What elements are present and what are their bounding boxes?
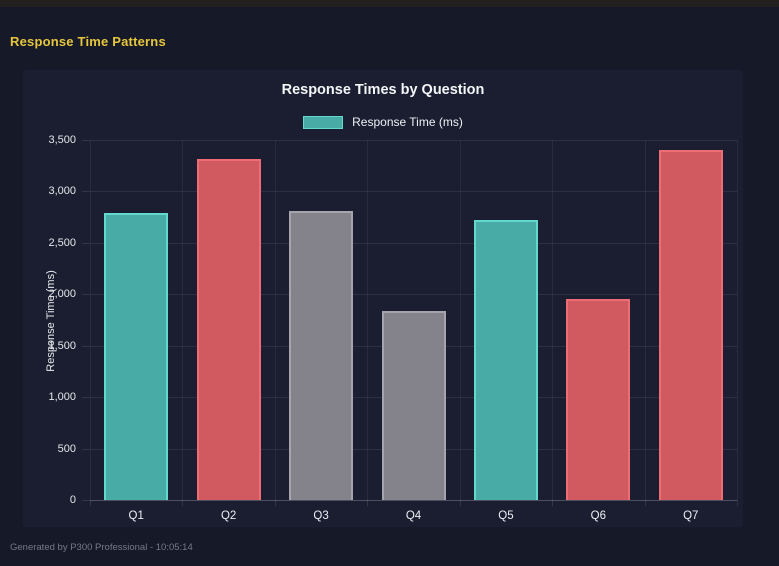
x-gridline [90,140,91,500]
x-gridline [737,140,738,500]
x-gridline [459,140,461,500]
footer-text: Generated by P300 Professional - 10:05:1… [10,542,193,553]
y-axis-title: Response Time (ms) [45,270,57,372]
x-tick-label: Q2 [220,510,237,522]
y-tick-mark [82,140,90,141]
y-tick-mark [82,294,90,296]
y-tick-mark [82,397,90,399]
bar-q5[interactable] [473,220,538,500]
y-tick-label: 3,500 [48,134,76,146]
x-tick-mark [182,500,184,506]
x-gridline [367,140,369,500]
bar-q2[interactable] [196,158,261,500]
bar-q7[interactable] [658,150,723,500]
x-tick-mark [737,500,738,506]
y-gridline [90,294,737,296]
y-tick-label: 1,000 [48,391,76,404]
top-bar [0,0,779,7]
y-tick-label: 1,500 [48,339,76,352]
x-gridline [182,140,184,500]
y-tick-label: 2,500 [48,236,76,249]
plot-area: 0 500 1,000 1,500 2,000 2,500 3,000 3,500 Q1 Q2 Q3… [48,134,738,522]
x-tick-mark [367,500,369,506]
bar-q1[interactable] [104,213,169,500]
bar-q6[interactable] [566,298,631,500]
y-tick-mark [82,191,90,193]
legend-label: Response Time (ms) [352,115,463,129]
y-gridline [90,191,737,193]
x-tick-mark [459,500,461,506]
y-tick-label: 0 [69,494,76,506]
x-gridline [644,140,646,500]
y-tick-mark [82,500,90,501]
chart-panel: Response Times by Question Response Time… [23,70,743,527]
y-gridline [90,242,737,244]
y-tick-label: 2,000 [48,288,76,301]
legend-swatch [303,115,344,129]
y-tick-label: 500 [57,442,76,455]
x-tick-mark [552,500,554,506]
x-tick-label: Q3 [313,510,329,522]
x-tick-label: Q6 [590,510,607,522]
x-tick-mark [90,500,91,506]
x-gridline [274,140,276,500]
x-tick-mark [274,500,276,506]
y-gridline [90,140,737,141]
page-title: Response Time Patterns [10,34,166,49]
x-axis-line [90,500,737,501]
y-tick-mark [82,448,90,450]
chart-title: Response Times by Question [281,82,485,98]
bar-q4[interactable] [381,310,446,500]
y-tick-mark [82,242,90,244]
x-tick-label: Q5 [498,510,514,522]
y-tick-mark [82,345,90,347]
x-tick-label: Q7 [683,510,699,522]
bar-q3[interactable] [289,211,354,500]
x-tick-label: Q4 [405,510,422,522]
x-tick-label: Q1 [128,510,144,522]
chart-legend[interactable]: Response Time (ms) [23,114,743,130]
x-tick-mark [644,500,646,506]
y-tick-label: 3,000 [48,185,76,198]
x-gridline [552,140,554,500]
